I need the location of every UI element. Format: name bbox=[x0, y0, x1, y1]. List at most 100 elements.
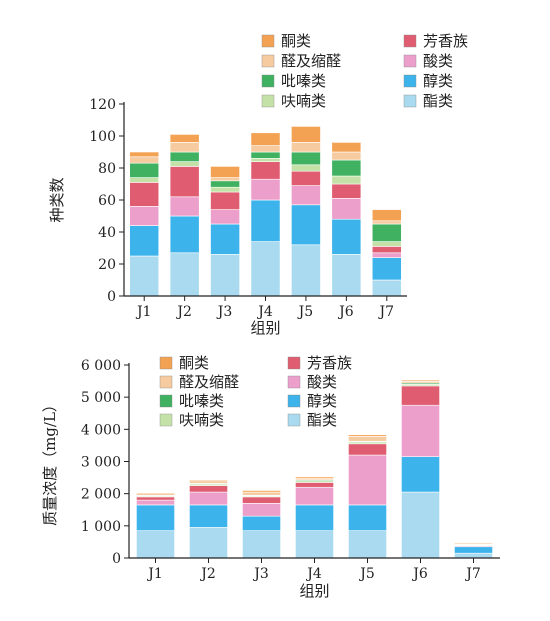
chart2-bar-J4-segment-0 bbox=[295, 531, 333, 558]
chart2-legend-label: 醛及缩醛 bbox=[179, 373, 239, 391]
chart2-x-tick-label: J2 bbox=[199, 566, 216, 582]
chart1-bar-J5-segment-6 bbox=[291, 142, 320, 152]
chart1-x-tick-label: J7 bbox=[378, 304, 395, 320]
chart1-x-tick-label: J5 bbox=[297, 304, 314, 320]
chart1-y-tick-label: 20 bbox=[98, 257, 116, 273]
chart2-legend-label: 酮类 bbox=[179, 354, 209, 372]
chart1-bar-J7-segment-5 bbox=[372, 224, 401, 242]
chart2-legend-swatch-6 bbox=[160, 414, 172, 426]
chart1-bar-J6-segment-3 bbox=[332, 184, 361, 198]
chart2-legend-label: 芳香族 bbox=[307, 354, 352, 372]
chart2-bar-J1-segment-3 bbox=[136, 497, 174, 500]
chart1-bar-J3-segment-1 bbox=[211, 224, 240, 254]
chart1-legend-swatch-1 bbox=[404, 35, 416, 47]
chart2-bar-J3-segment-7 bbox=[242, 490, 280, 492]
chart2-legend-swatch-7 bbox=[288, 414, 300, 426]
chart1-legend-swatch-4 bbox=[262, 75, 274, 87]
chart2-bar-J7-segment-0 bbox=[454, 553, 492, 558]
chart1-x-tick-label: J2 bbox=[175, 304, 192, 320]
chart1-x-axis-label: 组别 bbox=[250, 319, 280, 337]
chart2-bar-J7-segment-7 bbox=[454, 542, 492, 543]
chart1-bar-J3-segment-3 bbox=[211, 192, 240, 210]
chart1-y-tick-label: 80 bbox=[98, 161, 116, 177]
chart1-legend-label: 芳香族 bbox=[423, 32, 468, 50]
chart1-x-tick-label: J4 bbox=[256, 304, 273, 320]
chart2-legend-swatch-1 bbox=[288, 357, 300, 369]
chart1-bar-J2-segment-4 bbox=[170, 162, 199, 167]
chart1-bar-J1-segment-2 bbox=[130, 206, 159, 225]
chart2-x-tick-label: J7 bbox=[464, 566, 481, 582]
chart1-legend-swatch-0 bbox=[262, 35, 274, 47]
chart1-bar-J7-segment-2 bbox=[372, 253, 401, 258]
chart1-x-tick-label: J6 bbox=[337, 304, 354, 320]
chart2-bar-J6-segment-2 bbox=[401, 405, 439, 456]
chart2-bar-J5-segment-3 bbox=[348, 444, 386, 455]
chart1-bar-J7-segment-7 bbox=[372, 210, 401, 221]
chart1-bar-J4-segment-2 bbox=[251, 179, 280, 200]
chart1-bar-J6-segment-4 bbox=[332, 176, 361, 184]
chart1-bar-J1-segment-0 bbox=[130, 256, 159, 296]
chart2-bar-J4-segment-7 bbox=[295, 477, 333, 479]
chart2-bar-J7-segment-1 bbox=[454, 547, 492, 553]
chart2-y-tick-label: 1 000 bbox=[81, 519, 121, 535]
chart1-bar-J5-segment-7 bbox=[291, 126, 320, 142]
chart1-legend-label: 呋喃类 bbox=[281, 92, 326, 110]
chart1-bar-J1-segment-1 bbox=[130, 226, 159, 256]
chart1-bar-J3-segment-0 bbox=[211, 254, 240, 296]
chart2-bar-J1-segment-0 bbox=[136, 531, 174, 558]
chart2-bar-J2-segment-7 bbox=[189, 480, 227, 481]
chart2-bar-J6-segment-7 bbox=[401, 380, 439, 381]
chart2-bar-J3-segment-2 bbox=[242, 503, 280, 516]
chart2-bar-J6-segment-0 bbox=[401, 492, 439, 558]
chart1-bar-J2-segment-6 bbox=[170, 142, 199, 152]
chart1-bar-J7-segment-0 bbox=[372, 280, 401, 296]
chart2-y-tick-label: 0 bbox=[112, 551, 121, 567]
chart2-legend-swatch-4 bbox=[160, 395, 172, 407]
chart2-y-axis-label: 质量浓度（mg/L） bbox=[41, 397, 59, 526]
chart2-legend-swatch-0 bbox=[160, 357, 172, 369]
chart1-bar-J2-segment-3 bbox=[170, 166, 199, 196]
chart2-x-tick-label: J1 bbox=[146, 566, 163, 582]
chart1-bar-J6-segment-1 bbox=[332, 219, 361, 254]
chart2-bar-J2-segment-3 bbox=[189, 486, 227, 492]
chart1-bar-J3-segment-7 bbox=[211, 166, 240, 177]
chart1-bar-J2-segment-2 bbox=[170, 197, 199, 216]
chart2-legend-swatch-2 bbox=[160, 376, 172, 388]
chart1-bar-J6-segment-7 bbox=[332, 142, 361, 152]
chart2-legend-label: 呋喃类 bbox=[179, 411, 224, 429]
chart2-x-tick-label: J3 bbox=[252, 566, 269, 582]
chart1-x-tick-label: J1 bbox=[135, 304, 152, 320]
chart2-bar-J1-segment-2 bbox=[136, 500, 174, 505]
chart2-bar-J2-segment-0 bbox=[189, 527, 227, 558]
chart2-bar-J4-segment-2 bbox=[295, 487, 333, 505]
chart2-legend-swatch-5 bbox=[288, 395, 300, 407]
chart1-legend-label: 酮类 bbox=[281, 32, 311, 50]
chart1-bar-J1-segment-7 bbox=[130, 152, 159, 157]
chart1-bar-J6-segment-0 bbox=[332, 254, 361, 296]
chart1-y-tick-label: 60 bbox=[98, 193, 116, 209]
chart1-x-tick-label: J3 bbox=[216, 304, 233, 320]
chart1-bar-J5-segment-5 bbox=[291, 152, 320, 165]
chart1-bar-J4-segment-6 bbox=[251, 146, 280, 152]
chart1-bar-J4-segment-5 bbox=[251, 152, 280, 158]
chart2-y-tick-label: 3 000 bbox=[81, 455, 121, 471]
chart2-bar-J4-segment-3 bbox=[295, 482, 333, 487]
chart1-bar-J2-segment-0 bbox=[170, 253, 199, 296]
chart1-y-tick-label: 120 bbox=[89, 97, 116, 113]
chart2-bar-J1-segment-7 bbox=[136, 493, 174, 494]
chart1-legend-swatch-2 bbox=[262, 55, 274, 67]
chart1-bar-J4-segment-4 bbox=[251, 158, 280, 161]
chart1-bar-J5-segment-4 bbox=[291, 165, 320, 171]
chart1-bar-J7-segment-4 bbox=[372, 242, 401, 247]
chart2-y-tick-label: 5 000 bbox=[81, 390, 121, 406]
chart1-bar-J4-segment-0 bbox=[251, 242, 280, 296]
chart2-y-tick-label: 2 000 bbox=[81, 487, 121, 503]
chart2-y-tick-label: 4 000 bbox=[81, 422, 121, 438]
chart1-bar-J2-segment-1 bbox=[170, 216, 199, 253]
chart1-bar-J3-segment-4 bbox=[211, 187, 240, 192]
chart1-bar-J1-segment-4 bbox=[130, 178, 159, 183]
chart1-bar-J1-segment-5 bbox=[130, 163, 159, 177]
chart2-y-tick-label: 6 000 bbox=[81, 358, 121, 374]
